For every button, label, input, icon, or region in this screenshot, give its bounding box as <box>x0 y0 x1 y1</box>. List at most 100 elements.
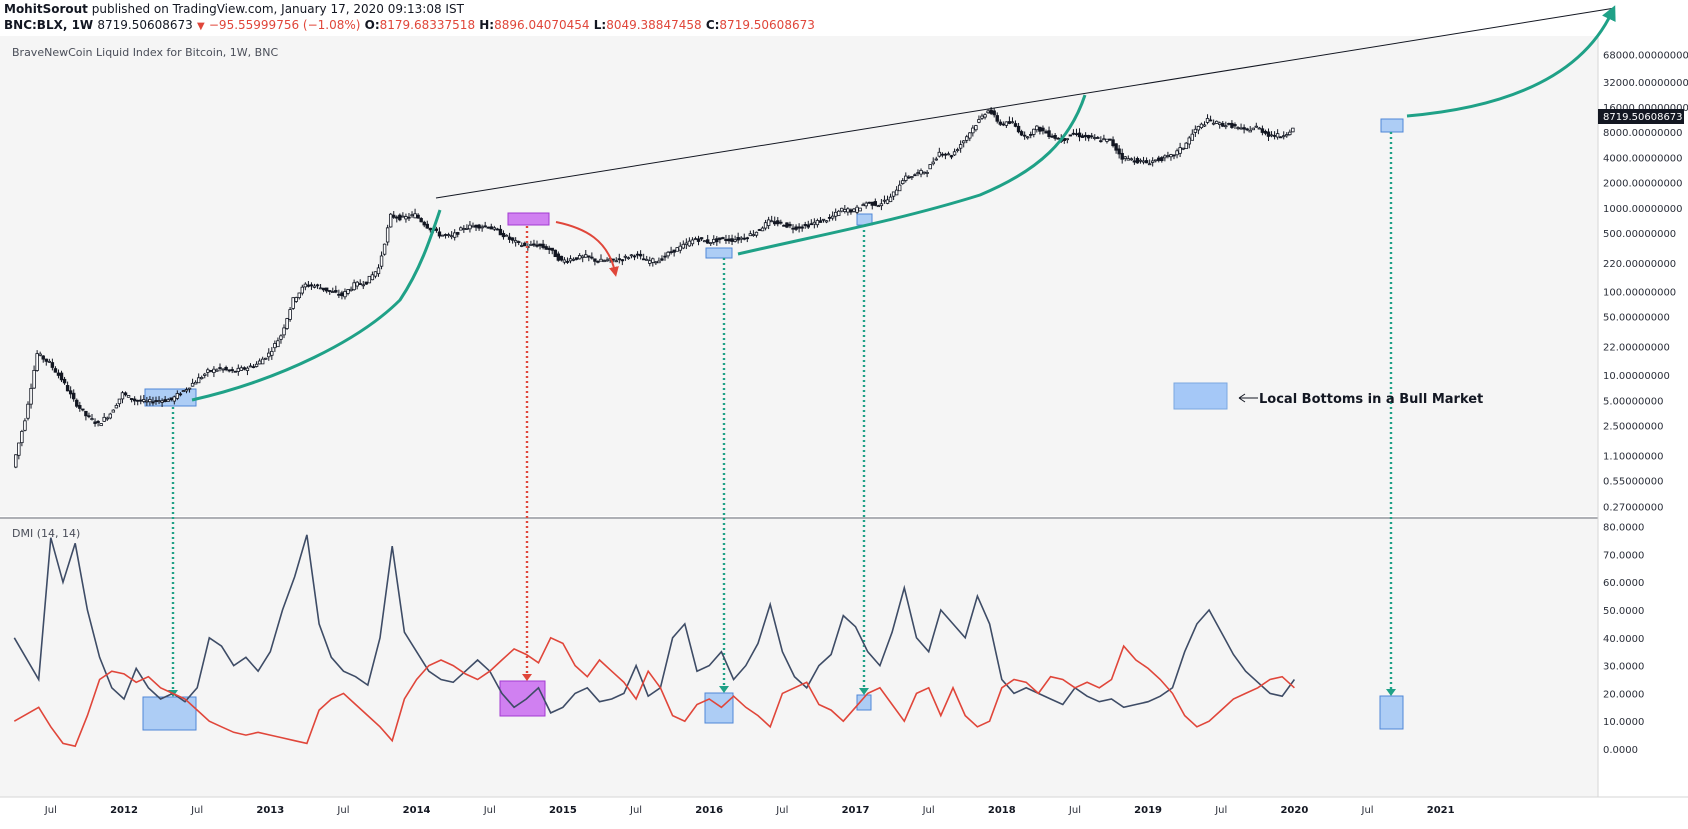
candle-body <box>1175 150 1179 156</box>
candle-body <box>474 224 478 228</box>
candle-body <box>349 288 353 292</box>
candle-body <box>38 353 42 356</box>
candle-body <box>90 418 94 420</box>
candle-body <box>334 290 338 293</box>
parabolic-curve-2015[interactable] <box>737 94 1087 256</box>
candle-body <box>1050 135 1054 138</box>
dmi-bottom-box-2015[interactable] <box>704 692 734 724</box>
candle-body <box>657 260 661 264</box>
candle-body <box>943 153 948 156</box>
dmi-top-box-2014[interactable] <box>499 680 546 717</box>
candle-body <box>1102 138 1106 141</box>
candle-body <box>175 393 180 399</box>
close-label: C: <box>705 18 720 32</box>
candle-body <box>465 228 469 230</box>
price-tick-label: 1.10000000 <box>1603 451 1663 462</box>
candle-body <box>1135 158 1140 164</box>
candle-body <box>303 283 308 288</box>
candle-body <box>843 209 847 212</box>
price-bottom-box-2019[interactable] <box>1380 118 1404 133</box>
resistance-trendline[interactable] <box>435 7 1616 199</box>
candle-body <box>849 209 853 213</box>
price-axis[interactable]: 68000.00000000 32000.00000000 16000.000000… <box>1603 50 1688 513</box>
dmi-bottom-box-2012[interactable] <box>142 696 197 731</box>
time-tick-label: 2012 <box>110 805 138 816</box>
candle-body <box>212 368 216 373</box>
candle-body <box>1108 138 1112 141</box>
candle-body <box>392 214 396 218</box>
candle-body <box>114 404 119 409</box>
price-pane[interactable] <box>0 36 1598 516</box>
price-bottom-box-2015[interactable] <box>705 247 733 259</box>
candle-body <box>654 261 658 264</box>
candle-body <box>989 109 993 114</box>
candle-body <box>279 335 283 340</box>
publish-line: MohitSorout published on TradingView.com… <box>4 2 464 16</box>
time-tick-label: 2020 <box>1280 805 1308 816</box>
candle-body <box>93 421 97 424</box>
candle-body <box>166 399 170 402</box>
candle-body <box>517 241 521 243</box>
price-top-box-2014[interactable] <box>507 212 550 226</box>
time-axis[interactable]: Jul 2012 Jul 2013 Jul 2014 Jul 2015 Jul 2016 Jul 20… <box>44 805 1455 816</box>
candle-body <box>736 237 740 241</box>
candle-body <box>184 389 189 392</box>
time-tick-label: Jul <box>483 805 496 816</box>
dmi-pane[interactable] <box>0 519 1598 797</box>
dmi-bottom-box-2019[interactable] <box>1379 695 1404 730</box>
candle-body <box>1172 154 1176 157</box>
last-price-tag[interactable]: 8719.50608673 <box>1598 109 1684 124</box>
candle-body <box>1278 136 1283 139</box>
candle-body <box>87 415 91 418</box>
candle-body <box>1123 156 1127 159</box>
candle-body <box>437 231 442 237</box>
candle-body <box>419 218 423 223</box>
candle-body <box>1233 124 1237 127</box>
bear-curve-2014[interactable] <box>555 221 619 277</box>
candle-body <box>440 234 445 237</box>
time-tick-label: 2018 <box>988 805 1016 816</box>
candle-body <box>355 281 359 287</box>
candle-body <box>998 121 1002 125</box>
ohlc-line: BNC:BLX, 1W 8719.50608673 ▼ −95.55999756… <box>4 18 815 32</box>
candle-body <box>846 208 850 213</box>
dmi-axis[interactable]: 80.0000 70.0000 60.0000 50.0000 40.0000 30.00… <box>1603 523 1644 756</box>
candle-body <box>705 239 710 244</box>
dmi-tick-label: 20.0000 <box>1603 689 1644 700</box>
candle-body <box>571 258 576 261</box>
last-price-tag-text: 8719.50608673 <box>1603 112 1683 123</box>
candle-body <box>715 238 719 243</box>
time-tick-label: Jul <box>922 805 935 816</box>
candle-body <box>730 238 734 242</box>
candle-body <box>462 228 466 230</box>
candle-body <box>215 369 219 372</box>
candle-body <box>1178 147 1182 154</box>
author-name[interactable]: MohitSorout <box>4 2 88 16</box>
candle-body <box>17 442 21 456</box>
price-tick-label: 2.50000000 <box>1603 422 1663 433</box>
candle-body <box>343 291 347 298</box>
candle-body <box>157 400 161 403</box>
candle-body <box>81 408 85 411</box>
candle-body <box>541 243 545 248</box>
candle-body <box>407 216 411 219</box>
candle-body <box>62 378 67 384</box>
candle-body <box>99 423 103 427</box>
candle-body <box>840 207 844 212</box>
candle-body <box>178 393 183 396</box>
candle-body <box>23 420 27 431</box>
candle-body <box>1154 159 1158 162</box>
candle-body <box>553 249 557 258</box>
time-tick-label: Jul <box>629 805 642 816</box>
candle-body <box>1251 127 1255 131</box>
candle-body <box>550 247 554 251</box>
parabolic-curve-2012[interactable] <box>191 209 442 402</box>
candle-body <box>803 224 807 226</box>
candle-body <box>1105 138 1109 142</box>
candle-body <box>648 260 652 264</box>
candle-body <box>276 340 280 348</box>
candle-body <box>297 292 301 299</box>
projected-curve-2020[interactable] <box>1406 5 1616 118</box>
candle-body <box>983 114 987 118</box>
